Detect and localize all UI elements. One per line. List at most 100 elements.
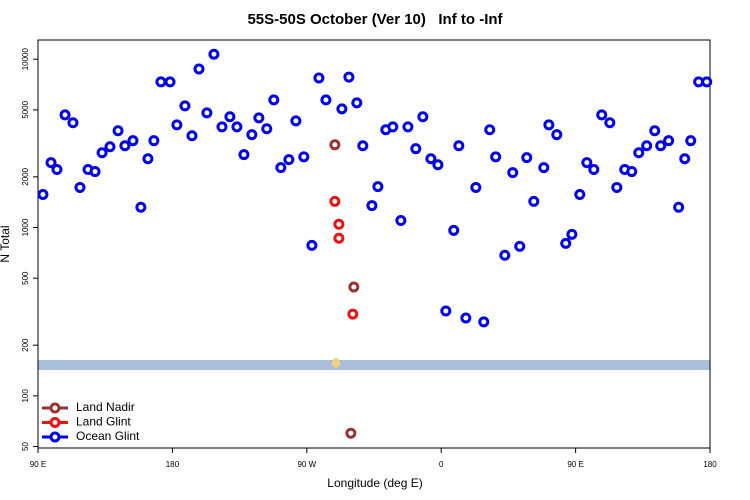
x-tick-label: 180 [166, 460, 180, 469]
point [45, 157, 57, 169]
point [425, 153, 437, 165]
point [313, 72, 325, 84]
point [171, 119, 183, 131]
point [216, 121, 228, 133]
point [357, 140, 369, 152]
point [417, 111, 429, 123]
point [119, 140, 131, 152]
point [67, 117, 79, 129]
point [649, 125, 661, 137]
y-tick-label: 500 [21, 271, 30, 285]
point [127, 135, 139, 147]
y-tick-label: 100 [21, 389, 30, 403]
band [38, 360, 710, 370]
point [224, 111, 236, 123]
point [440, 305, 452, 317]
point [155, 76, 167, 88]
y-tick-label: 1000 [21, 218, 30, 236]
point [566, 228, 578, 240]
point [478, 316, 490, 328]
x-tick-label: 90 E [567, 460, 583, 469]
point [366, 200, 378, 212]
point [283, 154, 295, 166]
legend-marker [49, 431, 61, 443]
y-tick-label: 50 [21, 442, 30, 451]
point [231, 121, 243, 133]
point [112, 125, 124, 137]
point [306, 239, 318, 251]
point [290, 115, 302, 127]
point [186, 130, 198, 142]
point [298, 151, 310, 163]
legend-label: Ocean Glint [76, 429, 140, 443]
x-tick-label: 0 [439, 460, 444, 469]
point [499, 249, 511, 261]
y-tick-label: 10000 [21, 48, 30, 71]
point [432, 159, 444, 171]
point [402, 121, 414, 133]
point [238, 149, 250, 161]
y-tick-label: 5000 [21, 100, 30, 118]
point [201, 107, 213, 119]
point [164, 76, 176, 88]
point [193, 63, 205, 75]
point [560, 237, 572, 249]
chart-title: 55S-50S October (Ver 10) Inf to -Inf [247, 11, 503, 28]
point [37, 189, 49, 201]
y-tick-label: 200 [21, 338, 30, 352]
point [208, 48, 220, 60]
point [604, 117, 616, 129]
point [329, 139, 341, 151]
point [246, 129, 258, 141]
point [626, 166, 638, 178]
blob [332, 358, 340, 368]
point [343, 71, 355, 83]
point [514, 240, 526, 252]
point [333, 232, 345, 244]
point [395, 215, 407, 227]
point [59, 109, 71, 121]
point [96, 147, 108, 159]
point [253, 112, 265, 124]
point [268, 94, 280, 106]
point [470, 181, 482, 193]
point [507, 167, 519, 179]
plot-frame [37, 39, 711, 449]
legend-label: Land Nadir [76, 400, 135, 414]
point [74, 181, 86, 193]
point [596, 109, 608, 121]
point [148, 135, 160, 147]
legend-label: Land Glint [76, 415, 131, 429]
legend-marker [49, 417, 61, 428]
point [574, 189, 586, 201]
point [89, 166, 101, 178]
legend-marker [49, 402, 61, 414]
point [490, 151, 502, 163]
point [641, 140, 653, 152]
point [333, 218, 345, 230]
point [588, 164, 600, 176]
x-axis-label: Longitude (deg E) [327, 476, 422, 490]
point [135, 201, 147, 213]
point [410, 143, 422, 155]
point [611, 181, 623, 193]
x-tick-label: 180 [703, 460, 717, 469]
point [460, 312, 472, 324]
x-tick-label: 90 W [297, 460, 316, 469]
point [142, 153, 154, 165]
point [484, 124, 496, 136]
point [685, 135, 697, 147]
point [179, 100, 191, 112]
point [581, 157, 593, 169]
point [275, 162, 287, 174]
point [336, 103, 348, 115]
point [372, 181, 384, 193]
point [655, 140, 667, 152]
point [528, 195, 540, 207]
point [521, 152, 533, 164]
point [351, 97, 363, 109]
point [538, 162, 550, 174]
point [261, 123, 273, 135]
